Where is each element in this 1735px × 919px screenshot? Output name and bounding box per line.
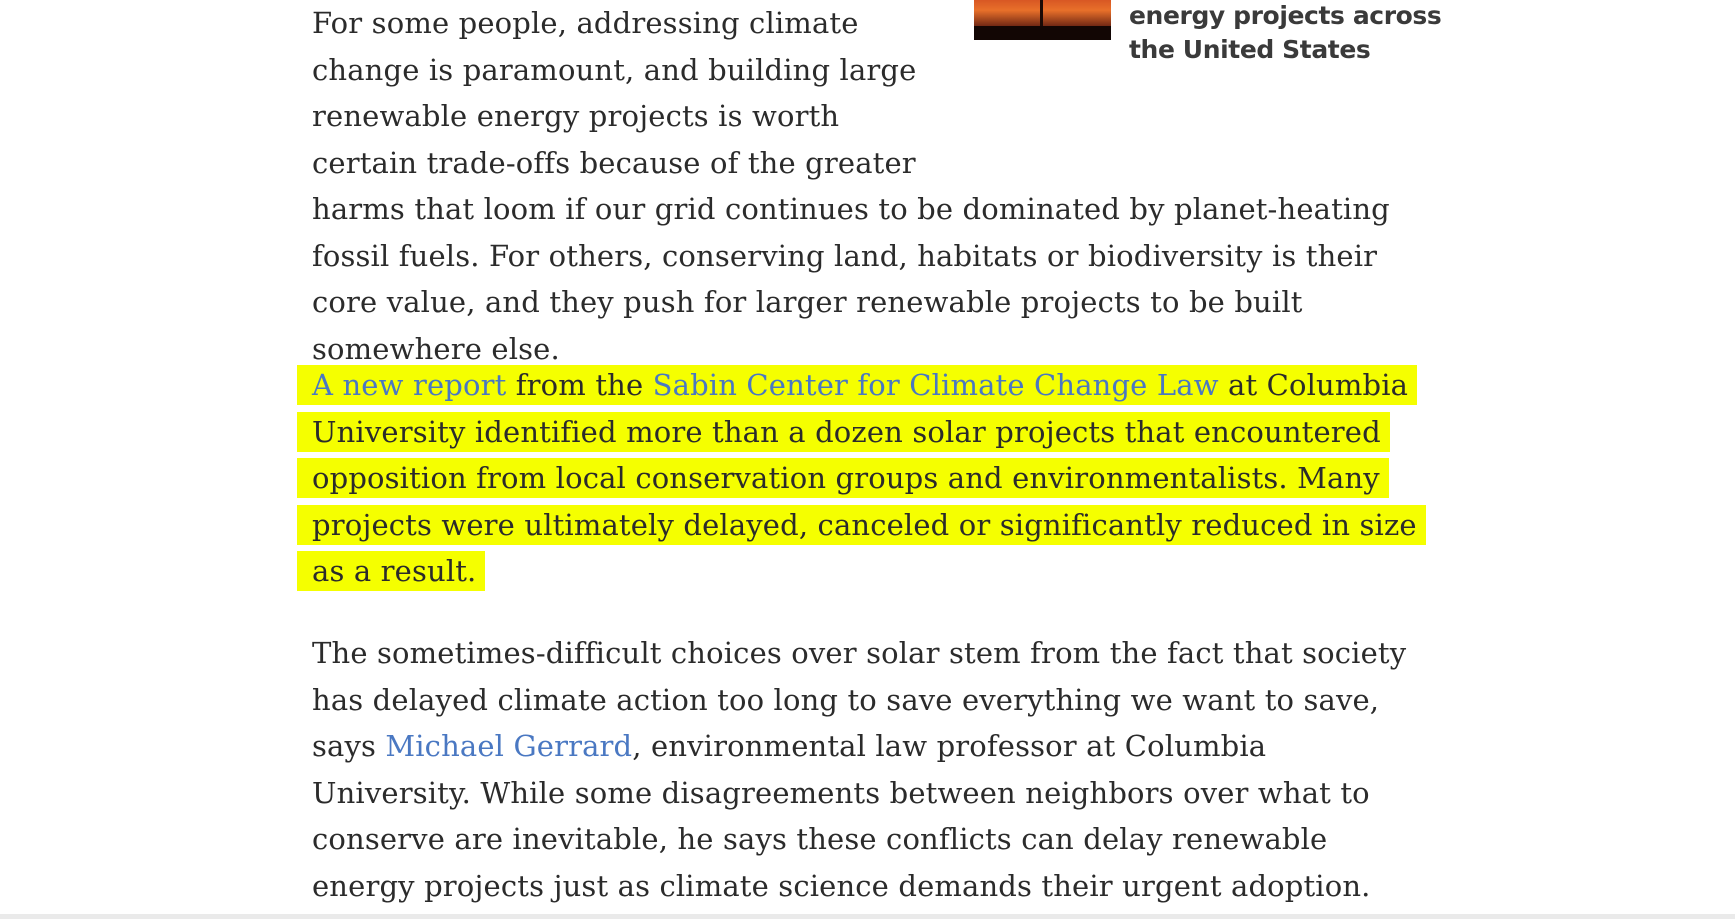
related-story-card[interactable]: derailing renewable energy projects acro… bbox=[974, 0, 1442, 156]
related-story-title[interactable]: derailing renewable energy projects acro… bbox=[1129, 0, 1442, 65]
paragraph-2-text-a: from the bbox=[506, 368, 653, 402]
paragraph-3-text-a: The sometimes-difficult choices over sol… bbox=[312, 636, 1407, 763]
related-story-thumbnail[interactable] bbox=[974, 0, 1111, 40]
paragraph-1-text: For some people, addressing climate chan… bbox=[312, 6, 1390, 366]
thumbnail-silhouette bbox=[1040, 0, 1043, 40]
bottom-divider bbox=[0, 914, 1735, 919]
michael-gerrard-link[interactable]: Michael Gerrard bbox=[385, 729, 633, 763]
paragraph-3: The sometimes-difficult choices over sol… bbox=[312, 630, 1432, 909]
new-report-link[interactable]: A new report bbox=[312, 368, 507, 402]
paragraph-3-text-b: , environmental law professor at Columbi… bbox=[312, 729, 1371, 903]
paragraph-2-text-b: at Columbia University identified more t… bbox=[312, 368, 1417, 588]
paragraph-2: A new report from the Sabin Center for C… bbox=[297, 362, 1432, 595]
sabin-center-link[interactable]: Sabin Center for Climate Change Law bbox=[652, 368, 1219, 402]
highlighted-text: A new report from the Sabin Center for C… bbox=[297, 365, 1426, 591]
thumbnail-ground bbox=[974, 26, 1111, 40]
paragraph-1: derailing renewable energy projects acro… bbox=[312, 0, 1442, 372]
